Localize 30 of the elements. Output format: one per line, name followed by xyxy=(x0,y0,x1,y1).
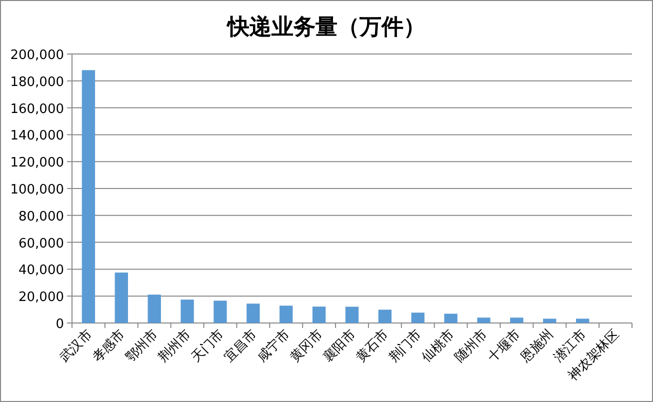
y-tick-label: 80,000 xyxy=(18,209,64,224)
y-tick-label: 160,000 xyxy=(10,102,64,117)
bar xyxy=(411,312,424,323)
bar xyxy=(444,314,458,323)
bar xyxy=(82,70,96,323)
bar xyxy=(543,318,556,323)
bar xyxy=(312,306,326,323)
bar xyxy=(246,304,260,323)
y-tick-label: 0 xyxy=(56,317,64,332)
bar xyxy=(345,306,359,323)
bar xyxy=(280,306,293,323)
bar xyxy=(180,300,194,323)
x-tick-label: 随州市 xyxy=(452,326,490,365)
y-tick-label: 40,000 xyxy=(18,263,64,278)
y-tick-label: 60,000 xyxy=(18,236,64,252)
y-tick-label: 100,000 xyxy=(10,182,64,198)
y-tick-label: 180,000 xyxy=(10,74,64,90)
bar xyxy=(510,318,524,323)
chart-title: 快递业务量（万件） xyxy=(226,14,426,40)
bar xyxy=(114,272,128,323)
x-tick-label: 宜昌市 xyxy=(221,326,260,365)
bar xyxy=(477,318,490,323)
bar xyxy=(378,310,392,323)
bar xyxy=(214,300,227,323)
bar xyxy=(148,294,161,323)
y-tick-label: 200,000 xyxy=(10,48,64,63)
y-tick-label: 140,000 xyxy=(10,128,64,144)
y-tick-label: 20,000 xyxy=(18,290,64,306)
bar xyxy=(576,318,590,323)
y-tick-label: 120,000 xyxy=(10,156,64,171)
